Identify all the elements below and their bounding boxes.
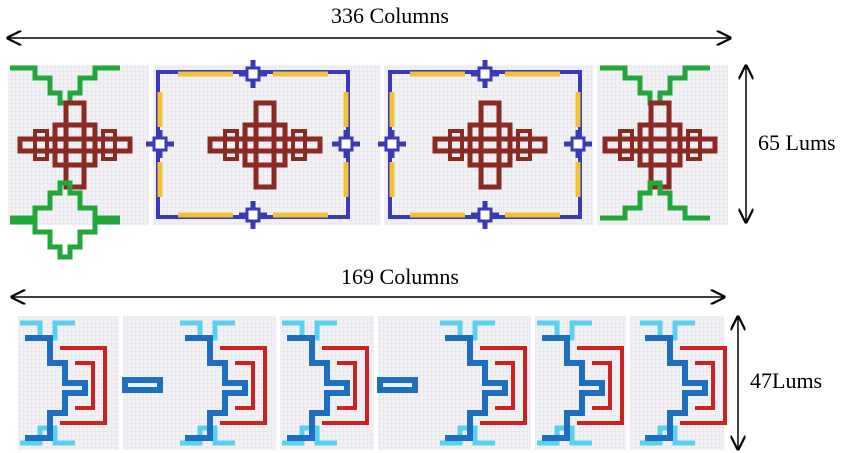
pattern-tiles: [10, 60, 715, 257]
pattern-tiles: [20, 316, 725, 450]
width-label: 336 Columns: [331, 3, 449, 28]
height-label: 47Lums: [750, 368, 822, 393]
height-label: 65 Lums: [758, 130, 836, 155]
width-label: 169 Columns: [341, 264, 459, 289]
